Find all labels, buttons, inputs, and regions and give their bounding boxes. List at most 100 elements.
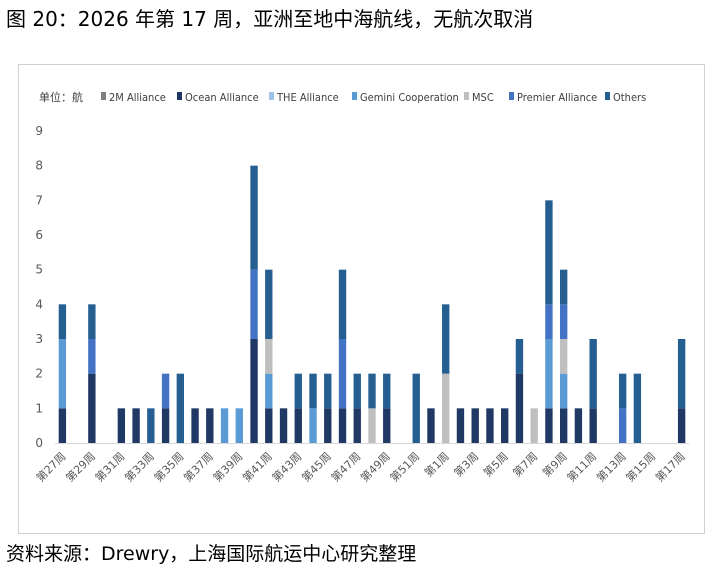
x-tick-label: 第27周 [33, 449, 68, 484]
legend-swatch [101, 92, 106, 100]
x-tick-label: 第37周 [181, 449, 216, 484]
legend-swatch [177, 92, 182, 100]
bar-segment [559, 304, 568, 339]
bar-segment [618, 408, 627, 443]
bar-segment [618, 373, 627, 409]
x-tick-label: 第43周 [269, 449, 304, 484]
bar-segment [427, 408, 435, 443]
bar-segment [265, 408, 273, 443]
bar-segment [191, 408, 199, 443]
x-axis: 第27周第29周第31周第33周第35周第37周第39周第41周第43周第45周… [33, 443, 689, 485]
bar-segment [383, 373, 391, 409]
bar-segment [545, 408, 553, 443]
bar-segment [353, 373, 361, 409]
x-tick-label: 第1周 [421, 449, 451, 479]
bar-segment [58, 304, 67, 339]
bar-segment [265, 339, 273, 374]
legend-swatch [352, 92, 357, 100]
bar-segment [117, 408, 126, 443]
bar-segment [161, 373, 170, 409]
x-tick-label: 第5周 [480, 449, 510, 479]
bar-segment [486, 408, 494, 443]
bar-segment [88, 339, 96, 374]
legend-swatch [509, 92, 514, 100]
x-tick-label: 第39周 [210, 449, 245, 484]
x-tick-label: 第11周 [564, 449, 599, 484]
legend-label: Premier Alliance [517, 91, 597, 104]
bar-segment [176, 373, 185, 443]
bar-segment [161, 408, 170, 443]
bar-segment [559, 373, 568, 409]
bar-segment [515, 373, 524, 443]
bar-segment [589, 339, 597, 409]
y-tick-label: 9 [35, 124, 43, 138]
x-tick-label: 第41周 [240, 449, 275, 484]
bar-segment [545, 339, 553, 409]
x-tick-label: 第33周 [122, 449, 157, 484]
y-tick-label: 5 [35, 263, 43, 277]
bar-segment [58, 408, 67, 443]
bar-segment [442, 304, 450, 374]
stacked-bar-chart: 单位：航 2M Alliance Ocean Alliance THE Allian… [33, 90, 689, 485]
bar-segment [412, 373, 420, 443]
y-tick-label: 1 [35, 401, 43, 415]
bar-segment [250, 269, 258, 339]
bar-segment [294, 408, 302, 443]
figure-title: 图 20：2026 年第 17 周，亚洲至地中海航线，无航次取消 [6, 7, 534, 31]
bar-segment [235, 408, 243, 443]
bar-segment [677, 339, 686, 409]
bar-segment [633, 373, 642, 443]
source-note: 资料来源：Drewry，上海国际航运中心研究整理 [6, 543, 417, 565]
plot-area [58, 165, 686, 443]
y-tick-label: 7 [35, 193, 43, 207]
x-tick-label: 第51周 [387, 449, 422, 484]
bar-segment [250, 339, 258, 443]
bar-segment [324, 408, 332, 443]
legend-label: Gemini Cooperation [360, 91, 459, 104]
legend-label: Ocean Alliance [185, 91, 259, 104]
bar-segment [132, 408, 140, 443]
bar-segment [501, 408, 509, 443]
x-tick-label: 第13周 [593, 449, 628, 484]
bar-segment [471, 408, 479, 443]
bar-segment [545, 304, 553, 339]
legend-swatch [605, 92, 610, 100]
bar-segment [515, 339, 524, 374]
bar-segment [88, 373, 96, 443]
x-tick-label: 第7周 [510, 449, 540, 479]
x-tick-label: 第15周 [623, 449, 658, 484]
bar-segment [220, 408, 229, 443]
y-tick-label: 0 [35, 436, 43, 450]
bar-segment [309, 373, 317, 409]
legend-swatch [269, 92, 274, 100]
y-tick-label: 6 [35, 228, 43, 242]
x-tick-label: 第35周 [151, 449, 186, 484]
bar-segment [265, 269, 273, 339]
x-tick-label: 第3周 [451, 449, 481, 479]
bar-segment [368, 408, 376, 443]
chart-frame: 单位：航 2M Alliance Ocean Alliance THE Allian… [18, 64, 705, 534]
x-tick-label: 第31周 [92, 449, 127, 484]
bar-segment [279, 408, 288, 443]
legend-label: MSC [472, 91, 494, 104]
bar-segment [589, 408, 597, 443]
bar-segment [383, 408, 391, 443]
bar-segment [338, 339, 347, 409]
legend-label: THE Alliance [276, 91, 339, 104]
bar-segment [294, 373, 302, 409]
bar-segment [147, 408, 155, 443]
bar-segment [338, 408, 347, 443]
y-tick-label: 2 [35, 367, 43, 381]
x-tick-label: 第47周 [328, 449, 363, 484]
bar-segment [265, 373, 273, 409]
bar-segment [309, 408, 317, 443]
bar-segment [58, 339, 67, 409]
bar-segment [368, 373, 376, 409]
legend-label: 2M Alliance [109, 91, 166, 104]
legend-swatch [464, 92, 469, 100]
bar-segment [353, 408, 361, 443]
x-tick-label: 第49周 [357, 449, 392, 484]
x-tick-label: 第17周 [652, 449, 687, 484]
chart-legend: 单位：航 2M Alliance Ocean Alliance THE Allian… [39, 90, 646, 104]
legend-label: Others [613, 91, 646, 104]
